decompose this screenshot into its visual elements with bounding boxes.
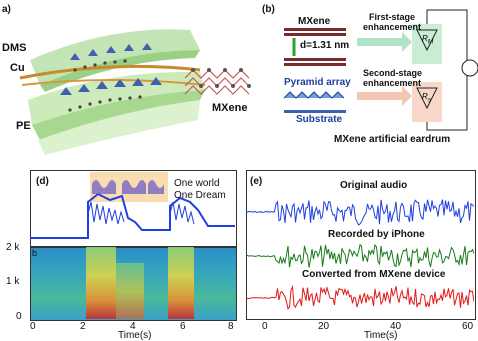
trace-mxene [246,284,474,310]
e-x-tick-20: 20 [318,321,330,332]
panel-d: (d) One world One Dream b 2 k 1 k 0 0 2 … [0,168,240,341]
cu-label: Cu [10,62,25,74]
panel-e: (e) Original audio Recorded by iPhone Co… [240,168,478,341]
trace-label-iphone: Recorded by iPhone [328,229,425,240]
panel-e-tag: (e) [250,176,263,187]
pdms-label: DMS [2,42,27,54]
panel-b-tag: (b) [262,4,275,15]
e-x-tick-0: 0 [262,321,268,332]
panel-b: (b) MXene d=1.31 nm Pyramid array Substr… [262,0,478,160]
phrase-line2: One Dream [174,190,226,201]
mxene-label: MXene [212,102,248,114]
trace-label-original: Original audio [340,180,408,191]
traces-frame [246,170,476,320]
trace-original [246,199,474,226]
y-tick-2k: 2 k [6,242,20,253]
first-stage-line1: First-stage [369,12,416,22]
pe-label: PE [16,120,31,132]
first-stage-line2: enhancement [363,22,422,32]
audio-traces [246,199,474,310]
x-tick-2: 2 [80,321,86,332]
y-tick-1k: 1 k [6,276,20,287]
eardrum-schematic [283,9,478,131]
d-spacing-label: d=1.31 nm [300,40,350,51]
e-x-axis-label: Time(s) [364,330,398,341]
second-stage-line1: Second-stage [363,68,423,78]
second-stage-line2: enhancement [363,78,422,88]
device-illustration [19,29,251,155]
trace-iphone [246,243,474,268]
waveform-frame [30,170,237,247]
spectro-band-2 [116,263,144,319]
x-axis-label: Time(s) [118,330,152,341]
substrate-label: Substrate [296,114,343,125]
eardrum-caption: MXene artificial eardrum [334,134,451,145]
panel-d-tag: (d) [36,176,49,187]
panel-a-tag: a) [2,4,11,15]
spectro-band-1 [86,247,116,319]
waveform-plot [30,180,235,239]
e-x-tick-40: 40 [390,321,402,332]
x-tick-4: 4 [130,321,136,332]
x-tick-8: 8 [228,321,234,332]
trace-label-mxene: Converted from MXene device [302,269,446,280]
spectro-band-3 [168,247,194,319]
x-tick-0: 0 [30,321,36,332]
pyramid-label: Pyramid array [284,77,351,88]
spectro-tag: b [32,248,38,258]
x-tick-6: 6 [180,321,186,332]
y-tick-0: 0 [16,311,22,322]
mxene-layer-label: MXene [298,16,331,27]
r-s-label: Rs [422,92,432,104]
panel-a: a) DMS Cu PE MXene [0,0,260,160]
e-x-tick-60: 60 [462,321,474,332]
phrase-line1: One world [174,178,220,189]
r-m-label: RM [422,34,434,46]
